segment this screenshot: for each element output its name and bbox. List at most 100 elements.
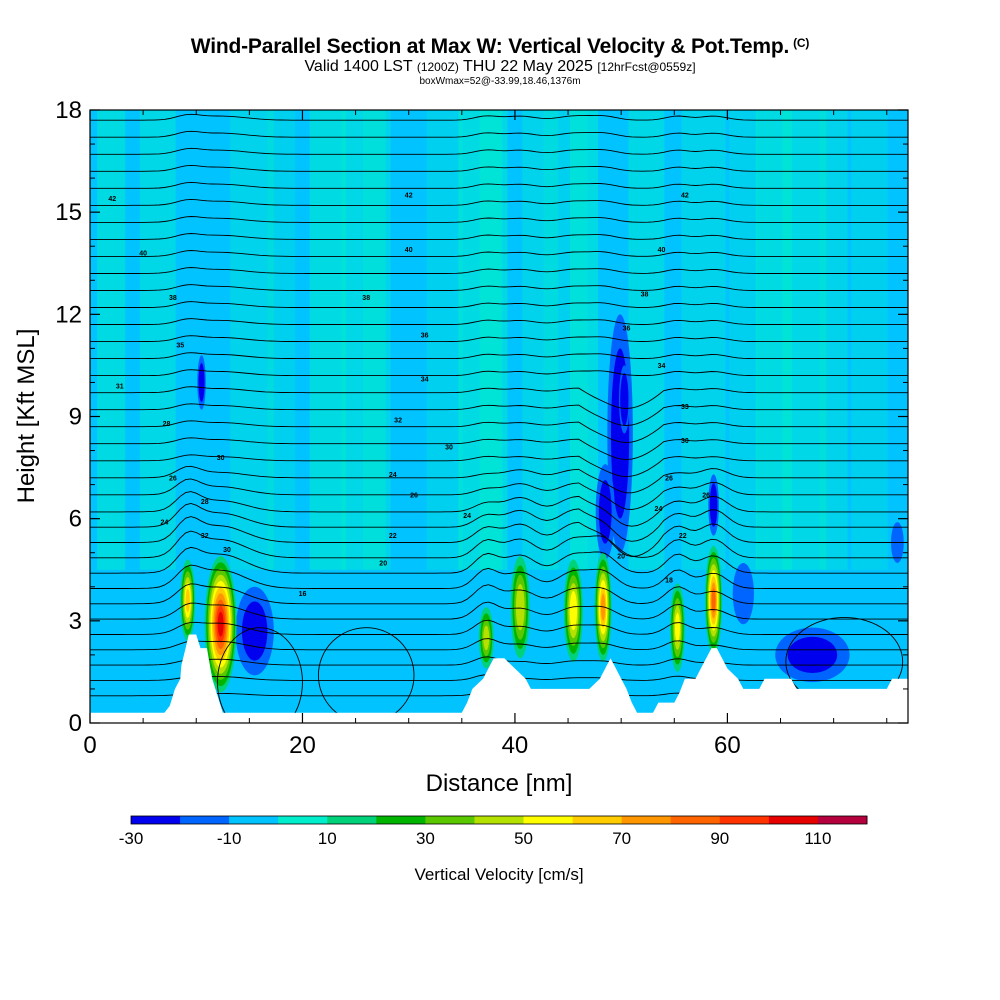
streak-band: [341, 110, 386, 570]
streak-band: [426, 110, 463, 570]
contour-label: 32: [201, 533, 209, 540]
plot-area: 24 26 28 31 35 38 40 42 32 30 28 30 16 20 22 24 26 24 30 32…: [90, 110, 908, 723]
theta-contour: [90, 318, 908, 326]
y-axis-label: Height [Kft MSL]: [13, 329, 40, 504]
updraft-core-ring: [674, 612, 680, 643]
downdraft-core-ring: [732, 562, 754, 625]
colorbar-swatch: [474, 816, 525, 824]
theta-contour: [90, 352, 908, 360]
valid-time-local: Valid 1400 LST: [304, 58, 413, 75]
contour-label: 24: [463, 513, 471, 520]
updraft-core-ring: [515, 583, 525, 631]
colorbar-tick-label: 110: [804, 829, 831, 848]
theta-contour: [90, 130, 908, 138]
x-axis-label: Distance [nm]: [426, 770, 573, 797]
colorbar-swatch: [719, 816, 770, 824]
x-tick-label: 20: [289, 732, 316, 759]
downdraft-core-ring: [709, 483, 718, 527]
colorbar-tick-label: 50: [514, 829, 533, 848]
chart-title-block: Wind-Parallel Section at Max W: Vertical…: [0, 36, 1000, 87]
valid-date: THU 22 May 2025: [463, 58, 593, 75]
y-tick-label: 15: [55, 199, 82, 226]
valid-time-line: Valid 1400 LST (1200Z) THU 22 May 2025 […: [0, 59, 1000, 75]
contour-label: 28: [201, 499, 209, 506]
contour-label: 26: [665, 475, 673, 482]
contour-label: 40: [405, 247, 413, 254]
streak-band: [851, 110, 888, 570]
theta-contour: [90, 420, 908, 444]
colorbar-swatch: [376, 816, 426, 824]
forecast-info: [12hrFcst@0559z]: [597, 60, 696, 74]
colorbar-swatch: [670, 816, 721, 824]
contour-label: 30: [217, 455, 225, 462]
updraft-core-ring: [483, 625, 490, 651]
colorbar-swatch: [768, 816, 819, 824]
contour-label: 36: [623, 325, 631, 332]
colorbar-swatch: [523, 816, 574, 824]
colorbar-swatch: [572, 816, 623, 824]
colorbar: -30 -10 10 30 50 70 90 110: [119, 815, 868, 848]
colorbar-swatch: [180, 816, 230, 824]
y-tick-label: 12: [55, 301, 82, 328]
potential-temperature-contours: [90, 113, 908, 723]
theta-contour: [90, 583, 908, 605]
theta-contour: [90, 601, 908, 620]
theta-contour: [90, 403, 908, 426]
downdraft-core-ring: [598, 480, 612, 544]
x-tick-label: 40: [502, 732, 529, 759]
theta-contour: [90, 503, 908, 542]
theta-contour: [90, 233, 908, 240]
contour-label: 24: [389, 472, 397, 479]
contour-label: 42: [405, 193, 413, 200]
theta-contour: [90, 267, 908, 274]
theta-contour: [90, 147, 908, 155]
theta-contour: [90, 454, 908, 478]
chart-title: Wind-Parallel Section at Max W: Vertical…: [0, 36, 1000, 57]
colorbar-swatch: [131, 816, 181, 824]
box-wmax-info: boxWmax=52@-33.99,18.46,1376m: [419, 76, 581, 87]
theta-contour: [90, 164, 908, 172]
theta-contour: [90, 369, 908, 377]
contour-label: 24: [160, 520, 168, 527]
y-tick-label: 6: [69, 506, 82, 533]
contour-label: 26: [169, 475, 177, 482]
contour-label: 38: [362, 295, 370, 302]
streak-band: [362, 110, 391, 570]
theta-contour: [90, 478, 908, 510]
colorbar-swatch: [817, 816, 868, 824]
contour-label: 26: [702, 492, 710, 499]
contour-label: 34: [421, 377, 429, 384]
updraft-core-ring: [217, 611, 224, 637]
colorbar-swatch: [327, 816, 377, 824]
theta-contour: [90, 335, 908, 343]
contour-label: 24: [654, 506, 662, 513]
valid-time-utc: (1200Z): [416, 60, 459, 74]
theta-contour: [90, 250, 908, 257]
colorbar-swatch: [278, 816, 328, 824]
contour-label: 40: [139, 251, 147, 258]
streak-band: [782, 110, 827, 570]
streak-band: [309, 110, 346, 570]
theta-contour: [90, 113, 908, 121]
colorbar-tick-label: 10: [318, 829, 337, 848]
theta-contour: [90, 491, 908, 527]
contour-label: 38: [641, 291, 649, 298]
downdraft-core-ring: [198, 362, 205, 402]
colorbar-swatch: [229, 816, 279, 824]
colorbar-label: Vertical Velocity [cm/s]: [414, 865, 583, 884]
streak-band: [755, 110, 792, 570]
contour-label: 30: [681, 438, 689, 445]
downdraft-core-ring: [787, 636, 838, 674]
theta-contour: [90, 386, 908, 409]
colorbar-frame: [130, 815, 868, 825]
contour-label: 30: [223, 547, 231, 554]
streak-band: [681, 110, 726, 570]
y-tick-label: 9: [69, 404, 82, 431]
contour-label: 31: [116, 383, 124, 390]
contour-label: 18: [665, 577, 673, 584]
contour-label: 20: [379, 560, 387, 567]
contour-label: 38: [169, 295, 177, 302]
contour-label: 42: [681, 193, 689, 200]
y-tick-label: 3: [69, 608, 82, 635]
contour-label: 20: [617, 554, 625, 561]
